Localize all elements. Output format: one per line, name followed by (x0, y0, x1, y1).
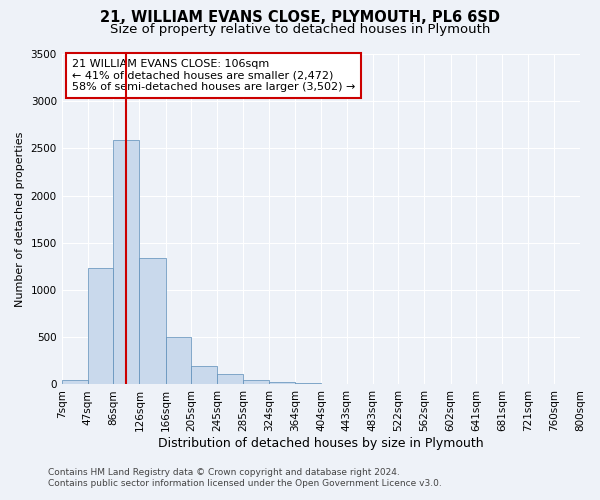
Bar (88, 268, 113, 384)
Bar (139, 258, 166, 384)
Bar (191, 366, 217, 384)
Bar (166, 338, 191, 384)
X-axis label: Distribution of detached houses by size in Plymouth: Distribution of detached houses by size … (158, 437, 484, 450)
Y-axis label: Number of detached properties: Number of detached properties (15, 132, 25, 307)
Text: 21 WILLIAM EVANS CLOSE: 106sqm
← 41% of detached houses are smaller (2,472)
58% : 21 WILLIAM EVANS CLOSE: 106sqm ← 41% of … (72, 59, 355, 92)
Bar (269, 382, 295, 384)
Bar (295, 382, 321, 384)
Bar (217, 374, 244, 384)
Text: Contains HM Land Registry data © Crown copyright and database right 2024.
Contai: Contains HM Land Registry data © Crown c… (48, 468, 442, 487)
Text: Size of property relative to detached houses in Plymouth: Size of property relative to detached ho… (110, 22, 490, 36)
Bar (62, 380, 88, 384)
Bar (244, 380, 269, 384)
Text: 21, WILLIAM EVANS CLOSE, PLYMOUTH, PL6 6SD: 21, WILLIAM EVANS CLOSE, PLYMOUTH, PL6 6… (100, 10, 500, 25)
Bar (113, 140, 139, 384)
